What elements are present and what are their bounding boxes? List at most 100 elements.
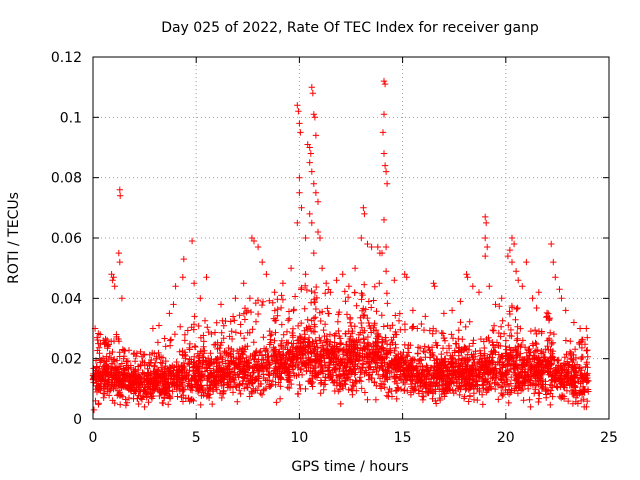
- data-point: [296, 120, 303, 127]
- data-point: [358, 324, 366, 331]
- data-point: [327, 373, 335, 381]
- data-point: [502, 372, 509, 379]
- data-point: [482, 234, 489, 242]
- data-point: [93, 334, 101, 341]
- data-point: [380, 323, 387, 330]
- data-point: [466, 392, 474, 399]
- data-point: [142, 384, 149, 391]
- data-point: [236, 380, 244, 387]
- data-point: [382, 268, 390, 275]
- data-point: [466, 369, 473, 376]
- data-point: [554, 383, 561, 391]
- data-point: [254, 310, 262, 318]
- data-point: [507, 351, 514, 358]
- data-point: [198, 384, 206, 392]
- data-point: [286, 315, 293, 322]
- data-point: [341, 288, 348, 295]
- data-point: [486, 283, 493, 290]
- data-point: [263, 345, 270, 353]
- data-point: [301, 349, 309, 357]
- data-point: [416, 357, 423, 364]
- data-point: [186, 360, 193, 367]
- data-point: [278, 360, 285, 367]
- data-point: [460, 347, 468, 354]
- data-point: [237, 390, 244, 398]
- data-point: [226, 384, 234, 391]
- data-point: [562, 337, 570, 344]
- data-point: [510, 365, 517, 372]
- data-point: [332, 372, 340, 379]
- data-point: [242, 381, 250, 388]
- data-point: [195, 322, 202, 330]
- data-point: [311, 114, 319, 121]
- data-point: [170, 301, 177, 308]
- data-point: [381, 80, 389, 88]
- data-point: [438, 329, 445, 337]
- data-point: [314, 351, 321, 359]
- x-tick-labels: 0 5 10 15 20 25: [89, 430, 618, 446]
- data-point: [335, 327, 342, 335]
- data-point: [111, 283, 118, 290]
- data-point: [423, 372, 430, 380]
- data-point: [156, 392, 163, 400]
- data-point: [274, 296, 281, 303]
- data-point: [311, 356, 319, 363]
- data-point: [492, 385, 499, 393]
- data-point: [100, 390, 107, 397]
- data-point: [180, 386, 187, 393]
- data-point: [117, 401, 124, 408]
- data-point: [156, 353, 163, 361]
- data-point: [529, 372, 537, 380]
- data-point: [379, 381, 387, 388]
- data-point: [444, 364, 452, 371]
- data-point: [548, 240, 555, 248]
- data-point: [343, 359, 351, 366]
- data-point: [311, 298, 319, 306]
- data-point: [137, 379, 145, 386]
- data-point: [505, 382, 513, 390]
- data-point: [535, 381, 542, 388]
- data-point: [584, 386, 592, 393]
- data-point: [424, 368, 431, 375]
- data-point: [160, 394, 168, 401]
- data-point: [349, 361, 357, 368]
- data-point: [274, 306, 281, 313]
- data-point: [547, 401, 554, 409]
- data-point: [483, 219, 490, 227]
- data-point: [209, 371, 216, 379]
- data-point: [258, 391, 266, 398]
- data-point: [392, 328, 399, 336]
- data-point: [187, 356, 195, 363]
- data-point: [361, 389, 369, 396]
- data-point: [340, 346, 347, 353]
- data-point: [301, 305, 308, 312]
- data-point: [509, 362, 517, 369]
- data-point: [103, 358, 110, 365]
- data-point: [351, 265, 359, 272]
- data-point: [222, 360, 229, 367]
- data-point: [162, 383, 170, 391]
- data-point: [308, 349, 315, 356]
- data-point: [116, 389, 123, 396]
- data-point: [530, 342, 537, 349]
- data-point: [201, 368, 209, 375]
- data-point: [220, 381, 227, 388]
- data-point: [498, 352, 505, 360]
- data-point: [520, 397, 527, 404]
- data-point: [583, 360, 590, 368]
- data-point: [414, 350, 421, 357]
- data-point: [342, 341, 350, 348]
- data-point: [348, 367, 355, 375]
- data-point: [584, 364, 591, 371]
- data-point: [572, 394, 580, 401]
- data-point: [445, 368, 453, 375]
- data-point: [393, 395, 400, 403]
- data-point: [430, 280, 437, 287]
- data-point: [312, 314, 319, 321]
- data-point: [169, 388, 176, 395]
- data-point: [344, 352, 351, 359]
- data-point: [478, 391, 486, 398]
- data-point: [280, 352, 287, 359]
- data-point: [285, 349, 292, 356]
- data-point: [116, 186, 123, 193]
